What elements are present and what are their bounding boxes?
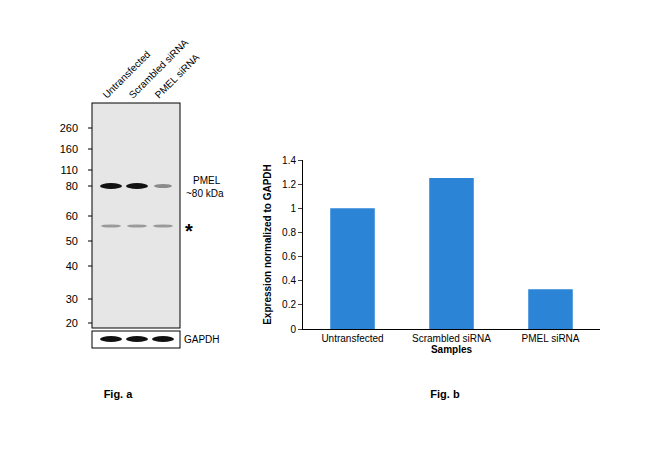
svg-text:PMEL siRNA: PMEL siRNA xyxy=(522,333,580,344)
svg-text:Fig. a: Fig. a xyxy=(104,388,134,400)
svg-text:80: 80 xyxy=(66,180,78,192)
svg-text:0: 0 xyxy=(290,324,296,335)
svg-text:30: 30 xyxy=(66,293,78,305)
svg-text:0.2: 0.2 xyxy=(282,299,296,310)
svg-text:*: * xyxy=(185,220,193,242)
svg-text:260: 260 xyxy=(60,122,78,134)
svg-text:GAPDH: GAPDH xyxy=(184,334,220,345)
svg-text:1.4: 1.4 xyxy=(282,155,296,166)
svg-text:0.6: 0.6 xyxy=(282,251,296,262)
svg-text:40: 40 xyxy=(66,260,78,272)
svg-text:0.8: 0.8 xyxy=(282,227,296,238)
svg-text:60: 60 xyxy=(66,210,78,222)
svg-text:Scrambled siRNA: Scrambled siRNA xyxy=(127,37,191,101)
svg-text:Samples: Samples xyxy=(431,344,473,355)
svg-text:PMEL siRNA: PMEL siRNA xyxy=(153,51,202,100)
svg-text:~80 kDa: ~80 kDa xyxy=(186,188,224,199)
svg-text:Untransfected: Untransfected xyxy=(101,49,153,101)
svg-text:1: 1 xyxy=(290,203,296,214)
svg-text:20: 20 xyxy=(66,317,78,329)
svg-text:Expression normalized to GAPDH: Expression normalized to GAPDH xyxy=(262,164,273,325)
svg-text:110: 110 xyxy=(60,164,78,176)
svg-text:1.2: 1.2 xyxy=(282,179,296,190)
svg-text:Untransfected: Untransfected xyxy=(321,333,383,344)
svg-text:160: 160 xyxy=(60,143,78,155)
svg-text:Scrambled siRNA: Scrambled siRNA xyxy=(412,333,491,344)
svg-text:Fig. b: Fig. b xyxy=(430,388,460,400)
svg-text:PMEL: PMEL xyxy=(193,175,221,186)
svg-text:0.4: 0.4 xyxy=(282,275,296,286)
svg-text:50: 50 xyxy=(66,235,78,247)
